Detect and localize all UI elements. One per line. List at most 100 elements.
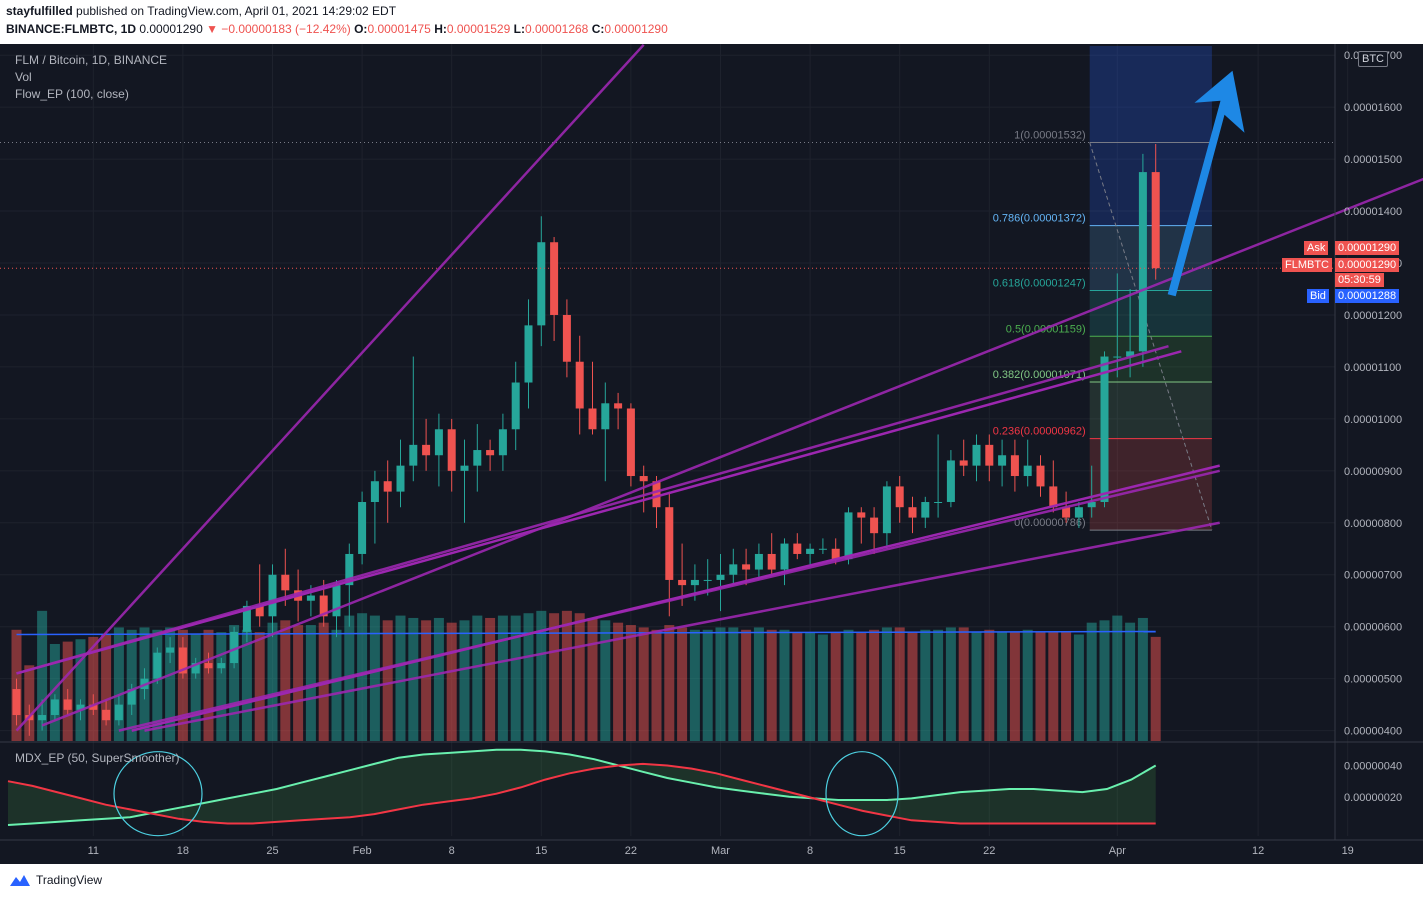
y-axis-tick-label: 0.00001000 [1344, 414, 1402, 426]
volume-bar [293, 625, 304, 741]
candle-body [690, 579, 699, 586]
candle-body [537, 242, 546, 326]
channel-middle-line [16, 350, 1182, 675]
candle-body [191, 663, 200, 674]
volume-bar [177, 629, 188, 741]
volume-bar [24, 665, 35, 741]
candle-body [895, 486, 904, 508]
candle-body [588, 408, 597, 430]
fib-zone [1089, 290, 1212, 337]
candle-body [1010, 455, 1019, 477]
candle-body [703, 579, 712, 581]
tradingview-cloud-icon [10, 875, 30, 886]
price-chart-svg[interactable]: 1(0.00001532) 0.786(0.00001372) 0.618(0.00… [0, 43, 1423, 864]
candle-body [511, 382, 520, 430]
x-axis-tick-label: 18 [177, 845, 189, 857]
candle-body [626, 408, 635, 477]
volume-bar [241, 629, 252, 741]
volume-bar [267, 622, 278, 741]
volume-bar [984, 629, 995, 741]
candle-body [409, 444, 418, 466]
candle-body [230, 631, 239, 664]
volume-bar [779, 629, 790, 741]
tradingview-brand: TradingView [36, 873, 103, 887]
volume-bar [1137, 617, 1148, 741]
volume-bar [689, 629, 700, 741]
candle-body [857, 512, 866, 518]
candle-body [844, 512, 853, 560]
published-text: published on TradingView.com, April 01, … [76, 4, 397, 18]
fib-level-label: 0.236(0.00000962) [993, 426, 1086, 438]
volume-bar [638, 627, 649, 741]
volume-bar [1022, 629, 1033, 741]
fib-zone [1089, 438, 1212, 531]
candle-body [345, 553, 354, 586]
oscillator-green-line [7, 748, 1157, 826]
volume-bar [561, 610, 572, 741]
bullish-arrow-icon [1167, 70, 1245, 297]
volume-bar [997, 632, 1008, 741]
volume-bar [510, 615, 521, 741]
volume-bar [613, 622, 624, 741]
candle-body [793, 543, 802, 554]
symbol-label-tag: FLMBTC [1282, 258, 1332, 272]
y-axis-tick-label: 0.00000400 [1344, 726, 1402, 738]
volume-bar [369, 615, 380, 741]
volume-bar [677, 627, 688, 741]
volume-bar [651, 629, 662, 741]
low-label: L: [513, 22, 525, 36]
tradingview-logo[interactable]: TradingView [8, 873, 102, 887]
bid-price-tag: 0.00001288 [1335, 289, 1400, 303]
currency-badge[interactable]: BTC [1358, 51, 1388, 67]
candle-body [652, 481, 661, 508]
chart-legend-title[interactable]: FLM / Bitcoin, 1D, BINANCE [15, 53, 168, 67]
bid-label: Bid [1307, 289, 1329, 303]
open-value: 0.00001475 [367, 22, 431, 36]
candle-body [281, 574, 290, 591]
x-axis-tick-label: 15 [535, 845, 547, 857]
volume-bar [357, 613, 368, 741]
candle-body [358, 502, 367, 554]
candle-body [486, 450, 495, 456]
candle-body [934, 502, 943, 504]
x-axis-tick-label: 8 [449, 845, 455, 857]
flow-indicator-legend[interactable]: Flow_EP (100, close) [15, 87, 129, 101]
volume-bar [625, 625, 636, 741]
high-value: 0.00001529 [446, 22, 511, 36]
candle-body [870, 517, 879, 534]
volume-bar [549, 613, 560, 741]
volume-bar [869, 629, 880, 741]
candle-body [255, 605, 264, 617]
volume-bar [254, 632, 265, 741]
volume-bar [1112, 615, 1123, 741]
volume-bar [497, 615, 508, 741]
candle-body [806, 548, 815, 554]
candle-body [767, 553, 776, 570]
volume-bar [805, 632, 816, 741]
candle-body [1049, 486, 1058, 508]
fib-extension-zone [1089, 46, 1212, 143]
mdx-oscillator-legend[interactable]: MDX_EP (50, SuperSmoother) [15, 751, 180, 765]
volume-bar [1150, 636, 1161, 741]
candle-body [166, 647, 175, 653]
candle-body [524, 325, 533, 383]
volume-bar [446, 622, 457, 741]
candle-body [1074, 507, 1083, 518]
author-name[interactable]: stayfulfilled [6, 4, 73, 18]
candle-body [204, 663, 213, 669]
volume-legend[interactable]: Vol [15, 70, 32, 84]
volume-bar [433, 617, 444, 741]
volume-bar [459, 620, 470, 741]
x-axis-tick-label: 19 [1342, 845, 1354, 857]
candle-body [473, 450, 482, 466]
oscillator-fill [8, 749, 1156, 825]
volume-bar [203, 629, 214, 741]
candle-body [422, 444, 431, 456]
chart-area[interactable]: 1(0.00001532) 0.786(0.00001372) 0.618(0.00… [0, 43, 1423, 864]
y-axis-tick-label: 0.00000700 [1344, 570, 1402, 582]
channel-trendline [15, 43, 645, 732]
candle-body [332, 585, 341, 617]
volume-bar [945, 627, 956, 741]
y-axis-tick-label: 0.00000800 [1344, 518, 1402, 530]
close-value: 0.00001290 [604, 22, 668, 36]
